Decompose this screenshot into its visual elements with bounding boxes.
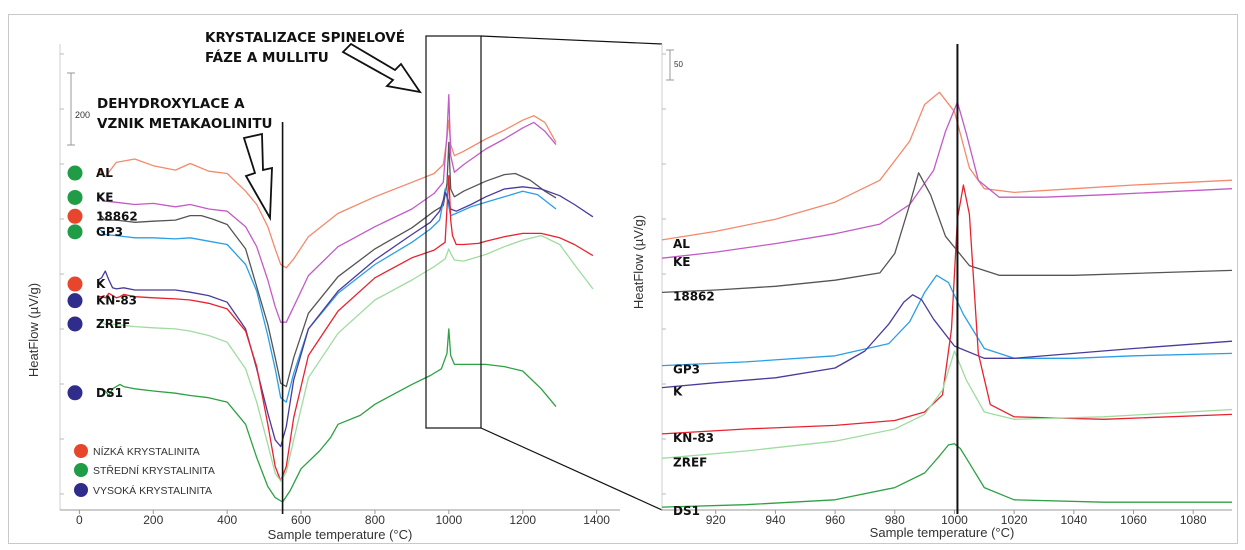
legend-mid-label: STŘEDNÍ KRYSTALINITA [93,464,215,477]
series-label-ke: KE [96,190,114,204]
x-tick-label: 1060 [1120,513,1147,527]
series-line-al [661,91,1233,241]
legend-low-label: NÍZKÁ KRYSTALINITA [93,445,200,458]
x-tick-label: 920 [706,513,726,527]
x-tick-label: 1020 [1001,513,1028,527]
x-tick-label: 1040 [1060,513,1087,527]
x-tick-label: 1400 [583,513,610,527]
legend-low-marker [74,444,88,458]
series-line-18862 [661,172,1233,294]
series-label-zref: ZREF [96,317,130,331]
x-tick-label: 1000 [435,513,462,527]
crystallinity-marker [67,293,83,309]
x-tick-label: 200 [143,513,163,527]
dehydroxylation-annotation-line1: DEHYDROXYLACE A [97,96,245,112]
left-sample-labels: AL KE 18862 GP3 K KN-83 ZREF DS1 [67,165,138,401]
series-label-18862: 18862 [96,209,138,223]
left-x-axis-label: Sample temperature (°C) [268,527,413,542]
series-line-ke [97,93,557,323]
legend-high-label: VYSOKÁ KRYSTALINITA [93,484,212,497]
right-series-group [661,91,1233,508]
crystallinity-marker [67,385,83,401]
zoom-connector-bottom [480,427,663,511]
left-x-ticks: 0 200 400 600 800 1000 1200 1400 [76,510,610,527]
series-line-zref [661,350,1233,459]
crystallinity-marker [67,224,83,240]
series-line-ke [661,101,1233,259]
legend-high-marker [74,483,88,497]
series-line-zref [97,234,594,482]
series-label-kn-83: KN-83 [96,294,137,308]
series-line-ds1 [97,328,557,503]
series-label-kn-83: KN-83 [673,431,714,445]
zoom-box [425,35,482,429]
left-y-axis-label: HeatFlow (µV/g) [26,283,41,377]
series-line-ds1 [661,443,1232,508]
x-tick-label: 980 [885,513,905,527]
series-label-ds1: DS1 [673,504,700,518]
dehydroxylation-annotation-line2: VZNIK METAKAOLINITU [97,116,273,132]
right-scale-bar-label: 50 [674,60,683,69]
crystallinity-marker [67,316,83,332]
series-line-18862 [97,141,557,388]
crystallinity-marker [67,276,83,292]
spinel-arrow-icon [341,42,422,94]
right-panel: 50 HeatFlow (µV/g) Sample temperature (°… [631,44,1233,540]
left-panel: 200 HeatFlow (µV/g) Sample temperature (… [26,29,663,542]
crystallinity-marker [67,165,83,181]
series-label-ke: KE [673,255,691,269]
right-sample-labels: AL KE 18862 GP3 K KN-83 ZREF DS1 [673,237,715,518]
series-label-k: K [673,385,683,399]
right-x-axis-label: Sample temperature (°C) [870,525,1015,540]
series-label-k: K [96,277,106,291]
series-label-18862: 18862 [673,289,715,303]
series-label-zref: ZREF [673,455,707,469]
right-x-ticks: 920 940 960 980 1000 1020 1040 1060 1080 [706,510,1207,527]
dehydroxylation-arrow-icon [242,132,273,222]
legend-mid-marker [74,463,88,477]
series-label-al: AL [96,166,113,180]
series-line-k [97,186,594,448]
series-label-gp3: GP3 [96,225,123,239]
series-label-gp3: GP3 [673,363,700,377]
figure-border [8,14,1238,544]
series-label-al: AL [673,237,690,251]
crystallinity-marker [67,189,83,205]
left-scale-bar-label: 200 [75,110,90,120]
left-series-group [97,93,594,503]
x-tick-label: 1080 [1180,513,1207,527]
series-line-al [97,115,557,269]
spinel-annotation-line1: KRYSTALIZACE SPINELOVÉ [205,29,405,46]
spinel-annotation-line2: FÁZE A MULLITU [205,49,329,66]
left-y-ticks [60,53,64,495]
x-tick-label: 1000 [941,513,968,527]
series-line-gp3 [661,274,1233,367]
series-line-k [661,294,1233,389]
right-y-axis-label: HeatFlow (µV/g) [631,215,646,309]
x-tick-label: 600 [291,513,311,527]
x-tick-label: 1200 [509,513,536,527]
zoom-connector-top [480,35,663,45]
right-y-ticks [662,53,666,495]
x-tick-label: 940 [765,513,785,527]
series-line-kn-83 [97,175,594,482]
x-tick-label: 0 [76,513,83,527]
x-tick-label: 400 [217,513,237,527]
series-line-kn-83 [661,184,1233,435]
series-label-ds1: DS1 [96,386,123,400]
crystallinity-marker [67,208,83,224]
x-tick-label: 800 [365,513,385,527]
x-tick-label: 960 [825,513,845,527]
